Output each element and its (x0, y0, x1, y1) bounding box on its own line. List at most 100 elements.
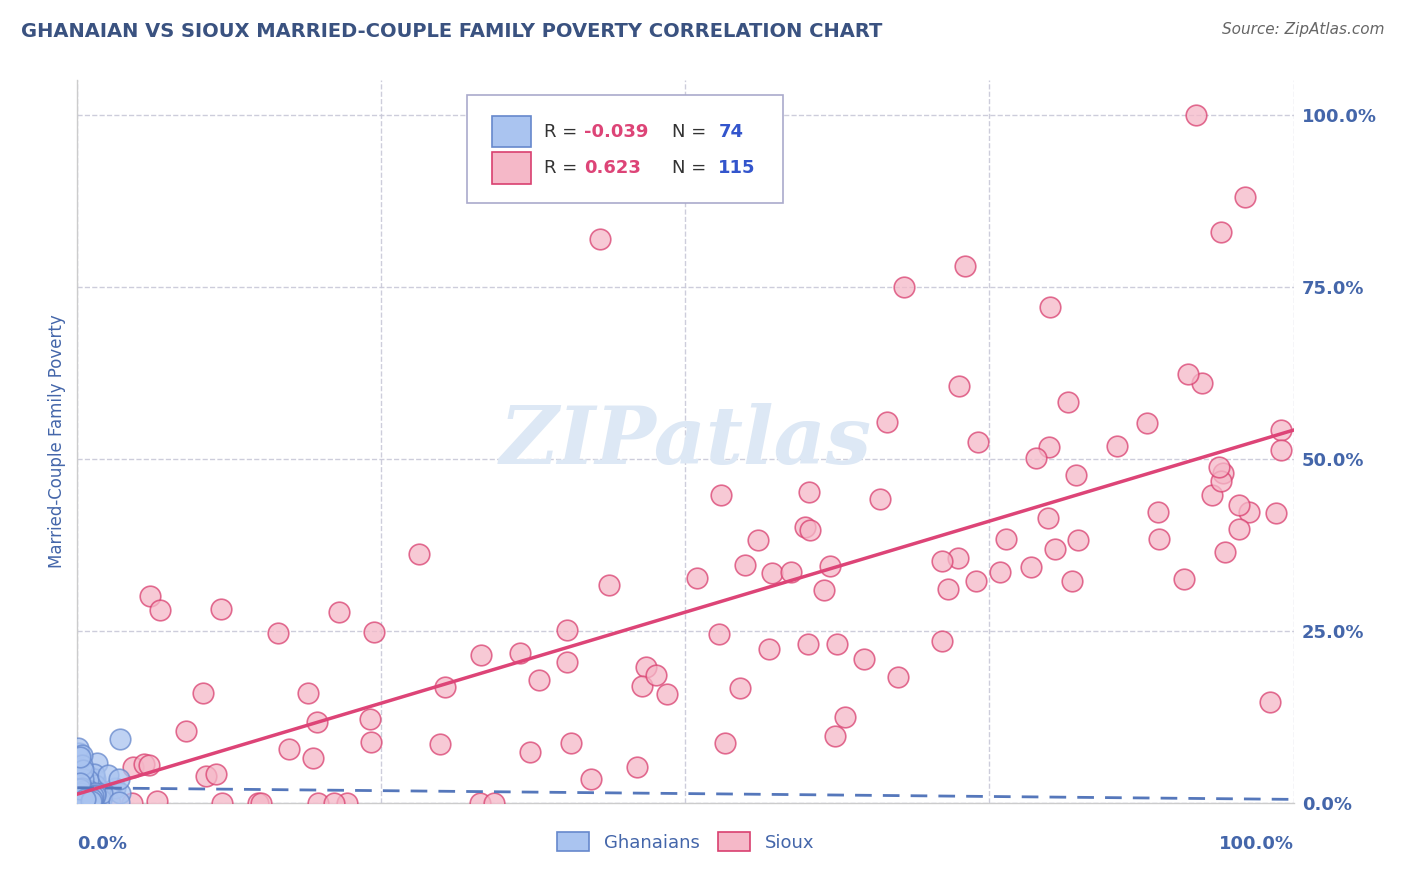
Text: 100.0%: 100.0% (1219, 835, 1294, 854)
Point (211, 602, 233, 616)
Point (110, 786, 132, 800)
Point (211, 796, 233, 810)
Point (121, 796, 143, 810)
Point (581, 772, 603, 786)
Point (1233, 190, 1256, 204)
Point (72, 772, 94, 787)
Point (67, 746, 90, 760)
Point (307, 796, 329, 810)
Point (84, 786, 107, 800)
Point (69, 782, 91, 797)
Point (1147, 505, 1170, 519)
FancyBboxPatch shape (492, 116, 531, 147)
Point (931, 634, 953, 648)
Point (779, 565, 801, 579)
Point (75, 767, 97, 781)
Text: ZIPatlas: ZIPatlas (499, 403, 872, 480)
Point (1209, 475, 1232, 489)
Point (734, 558, 756, 573)
Point (363, 625, 385, 640)
Point (1019, 560, 1042, 574)
Point (73, 789, 96, 804)
Point (323, 796, 346, 810)
Point (1066, 468, 1088, 483)
Point (1056, 394, 1078, 409)
Point (83, 791, 105, 805)
Point (108, 772, 131, 786)
Text: 74: 74 (718, 122, 744, 141)
Point (761, 566, 783, 581)
Point (149, 603, 172, 617)
Point (429, 737, 451, 751)
Point (1039, 301, 1062, 315)
Point (72, 778, 94, 792)
Point (69, 780, 91, 795)
Point (470, 648, 492, 663)
Point (1237, 505, 1260, 519)
Point (876, 415, 898, 429)
Point (122, 760, 145, 774)
Point (686, 571, 709, 585)
Text: Source: ZipAtlas.com: Source: ZipAtlas.com (1222, 22, 1385, 37)
Point (69, 785, 91, 799)
Text: N =: N = (672, 159, 711, 177)
Point (1038, 440, 1060, 454)
Point (1066, 533, 1088, 547)
Point (72, 791, 94, 805)
Point (1227, 498, 1250, 512)
Point (527, 673, 550, 688)
Point (66, 741, 89, 756)
Point (631, 679, 654, 693)
Point (67, 794, 90, 808)
Point (82, 791, 104, 805)
Point (1043, 541, 1066, 556)
Point (77, 789, 100, 803)
Point (953, 259, 976, 273)
Point (70, 779, 93, 793)
Point (246, 796, 269, 810)
Point (747, 533, 769, 548)
Point (1270, 423, 1292, 437)
Point (793, 520, 815, 534)
Point (80, 794, 103, 808)
Point (249, 796, 271, 810)
Point (69, 776, 91, 790)
Point (509, 646, 531, 660)
Point (328, 605, 350, 619)
Point (69, 792, 91, 806)
Point (66, 789, 89, 804)
Point (869, 492, 891, 507)
Point (519, 745, 541, 759)
Point (825, 637, 848, 651)
Point (965, 574, 987, 589)
Point (83, 794, 105, 808)
Point (758, 641, 780, 656)
Point (79, 791, 101, 805)
Point (555, 623, 578, 637)
Point (297, 686, 319, 700)
Point (87, 782, 110, 797)
Point (72, 784, 94, 798)
Point (589, 231, 612, 245)
Point (1107, 440, 1129, 454)
Point (77, 789, 100, 803)
Point (90, 786, 112, 800)
Point (67, 748, 90, 763)
Point (90, 789, 112, 803)
Point (205, 767, 228, 781)
Point (83, 767, 105, 781)
Point (72, 780, 94, 795)
Point (1215, 545, 1237, 559)
Point (886, 670, 908, 684)
Point (1227, 522, 1250, 536)
Point (72, 793, 94, 807)
Point (69, 750, 91, 764)
Point (84, 778, 107, 792)
Point (1208, 459, 1230, 474)
Point (834, 710, 856, 724)
Point (1201, 488, 1223, 502)
Point (626, 760, 648, 774)
Point (1025, 451, 1047, 466)
Point (557, 656, 579, 670)
Point (84, 779, 107, 793)
